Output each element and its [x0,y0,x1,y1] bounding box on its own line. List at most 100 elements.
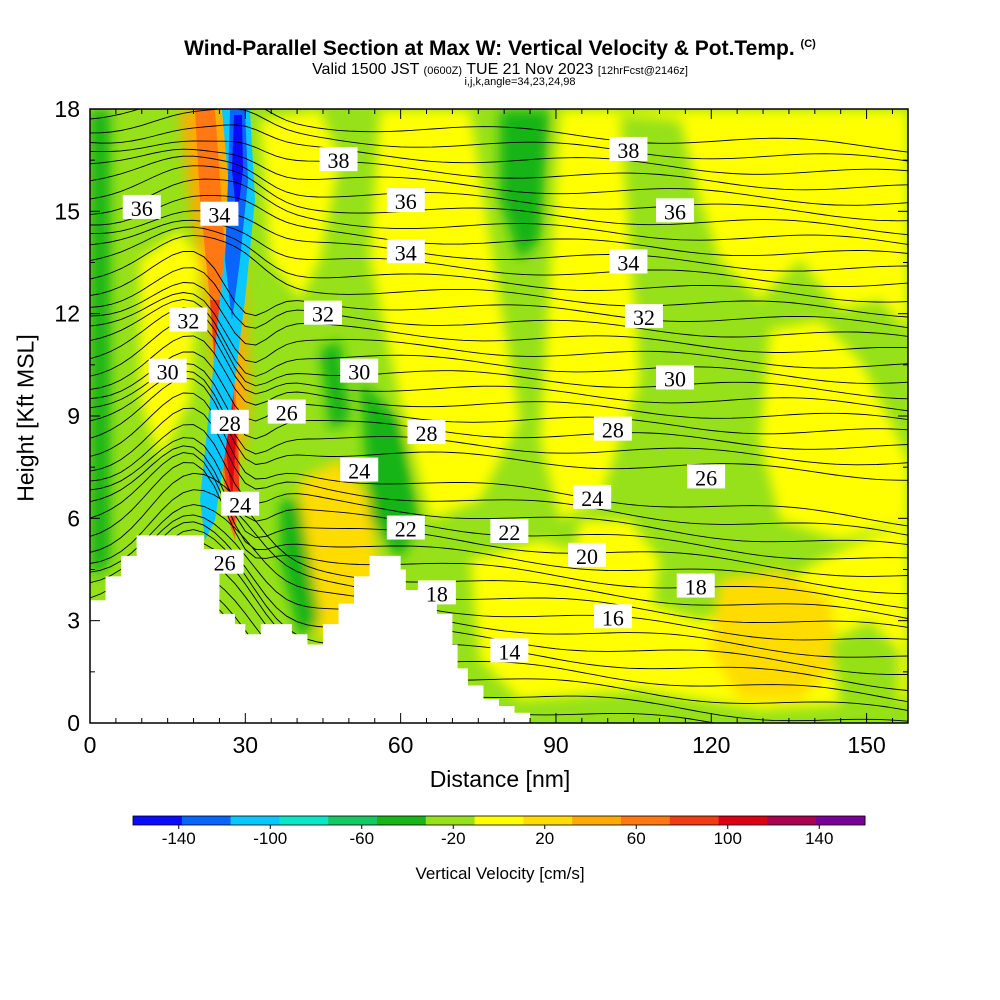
chart-subtitle: Valid 1500 JST (0600Z) TUE 21 Nov 2023 [… [312,61,688,78]
colorbar-swatch [718,816,768,825]
colorbar-swatch [425,816,476,825]
svg-text:32: 32 [633,305,655,330]
x-tick-label: 60 [388,732,414,758]
isentrope-label: 24 [340,457,379,484]
colorbar-swatch [328,816,378,825]
y-tick-label: 6 [67,505,80,531]
isentrope-line [90,282,908,353]
chart-indices: i,j,k,angle=34,23,24,98 [464,76,576,88]
svg-text:26: 26 [214,551,236,576]
chart-title: Wind-Parallel Section at Max W: Vertical… [184,37,816,60]
svg-text:38: 38 [617,138,639,163]
y-axis-title: Height [Kft MSL] [12,334,39,502]
svg-text:24: 24 [229,493,251,518]
svg-text:16: 16 [602,605,624,630]
svg-text:18: 18 [426,581,448,606]
svg-text:18: 18 [685,575,707,600]
colorbar-swatch [377,816,427,825]
colorbar-swatch [572,816,622,825]
colorbar-tick-label: 60 [627,829,646,848]
isentrope-line [90,109,908,153]
svg-text:30: 30 [664,366,686,391]
svg-text:22: 22 [498,520,520,545]
svg-text:30: 30 [157,360,179,385]
isentrope-label: 36 [656,198,695,224]
isentrope-label: 30 [148,358,187,385]
isentrope-label: 18 [417,580,456,606]
isentrope-label: 36 [386,188,425,214]
y-tick-label: 12 [54,301,80,327]
y-tick-label: 9 [67,403,80,429]
colorbar-swatch [523,816,573,825]
colorbar-tick-label: 20 [535,829,554,848]
isentrope-line [90,424,908,546]
isentrope-label: 30 [340,358,379,385]
isentrope-line [90,165,908,236]
y-tick-label: 0 [67,710,80,736]
colorbar-swatch [133,816,183,825]
svg-text:26: 26 [695,465,717,490]
svg-text:24: 24 [348,459,370,484]
colorbar-swatch [816,816,866,825]
isentrope-label: 28 [407,420,446,446]
isentrope-label: 22 [490,518,529,545]
svg-text:28: 28 [219,411,241,436]
isentrope-label: 38 [319,147,358,173]
isentrope-label: 34 [200,201,239,228]
colorbar-tick-label: -140 [162,829,196,848]
x-tick-label: 120 [692,732,730,758]
isentrope-line [90,298,908,384]
svg-text:32: 32 [312,302,334,327]
x-axis: 0 30 60 90 120 150 [84,109,893,758]
svg-text:34: 34 [617,251,639,276]
colorbar-swatch [767,816,817,825]
isentrope-line [90,219,908,288]
isentrope-line [90,124,908,175]
colorbar-swatch [474,816,524,825]
isentrope-line [90,573,908,722]
isentrope-line [90,307,908,400]
isentrope-line [90,472,908,619]
x-tick-label: 30 [233,732,259,758]
svg-text:34: 34 [395,240,417,265]
copyright-mark: (C) [800,38,816,50]
terrain-mask [90,535,531,723]
isentrope-line [90,292,908,369]
isentrope-lines [90,109,908,723]
isentrope-line [90,234,908,318]
svg-text:22: 22 [395,517,417,542]
colorbar-swatch [279,816,329,825]
isentrope-label: 34 [386,239,425,265]
isentrope-label: 34 [609,249,648,276]
x-tick-label: 150 [847,732,885,758]
svg-text:20: 20 [576,544,598,569]
colorbar-swatch [230,816,280,825]
isentrope-label: 14 [490,638,529,664]
x-axis-title: Distance [nm] [429,766,571,792]
isentrope-label: 20 [568,542,607,569]
x-tick-label: 90 [543,732,569,758]
svg-text:28: 28 [416,421,438,446]
isentrope-line [90,335,908,421]
colorbar-tick-label: -60 [349,829,374,848]
isentrope-line [90,392,908,527]
isentrope-label: 32 [169,307,208,333]
colorbar-swatch [181,816,232,825]
colorbar-tick-label: 100 [714,829,742,848]
isentrope-line [90,195,908,257]
isentrope-label: 24 [573,484,612,511]
isentrope-label: 16 [593,604,632,630]
svg-text:36: 36 [664,199,686,224]
svg-text:14: 14 [498,639,520,664]
colorbar-swatch [621,816,671,825]
isentrope-label: 22 [386,515,425,542]
svg-text:32: 32 [177,308,199,333]
isentrope-label: 26 [205,549,244,576]
svg-text:28: 28 [602,418,624,443]
svg-text:38: 38 [328,148,350,173]
isentrope-label: 36 [122,194,161,221]
isentrope-line [90,178,908,245]
isentrope-line [90,504,908,641]
